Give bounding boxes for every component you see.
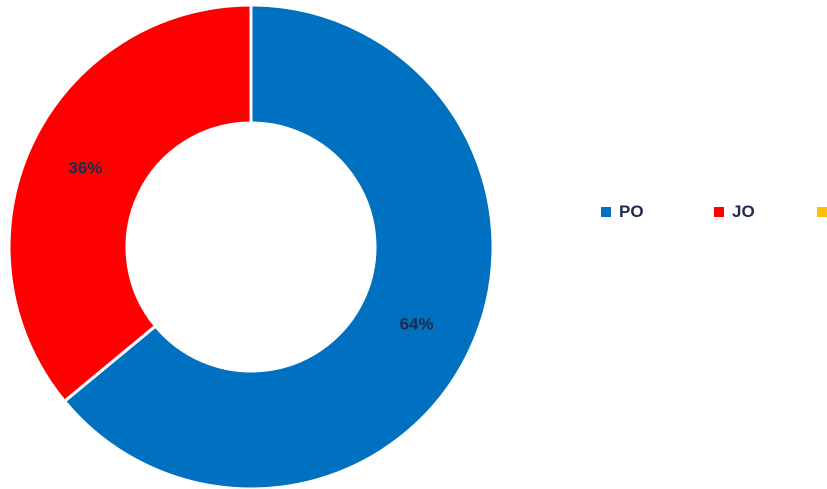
slice-po (62, 3, 495, 489)
chart-legend: PO JO (601, 202, 827, 221)
chart-data-labels: 64% 36% (68, 159, 433, 334)
legend-label-jo: JO (732, 202, 755, 221)
data-label-po: 64% (400, 314, 434, 333)
legend-swatch-series-2 (817, 207, 827, 217)
legend-swatch-jo (714, 207, 724, 217)
legend-label-po: PO (619, 202, 644, 221)
data-label-jo: 36% (68, 159, 102, 178)
chart-slices (7, 3, 495, 489)
slice-jo (7, 3, 253, 404)
legend-swatch-po (601, 207, 611, 217)
